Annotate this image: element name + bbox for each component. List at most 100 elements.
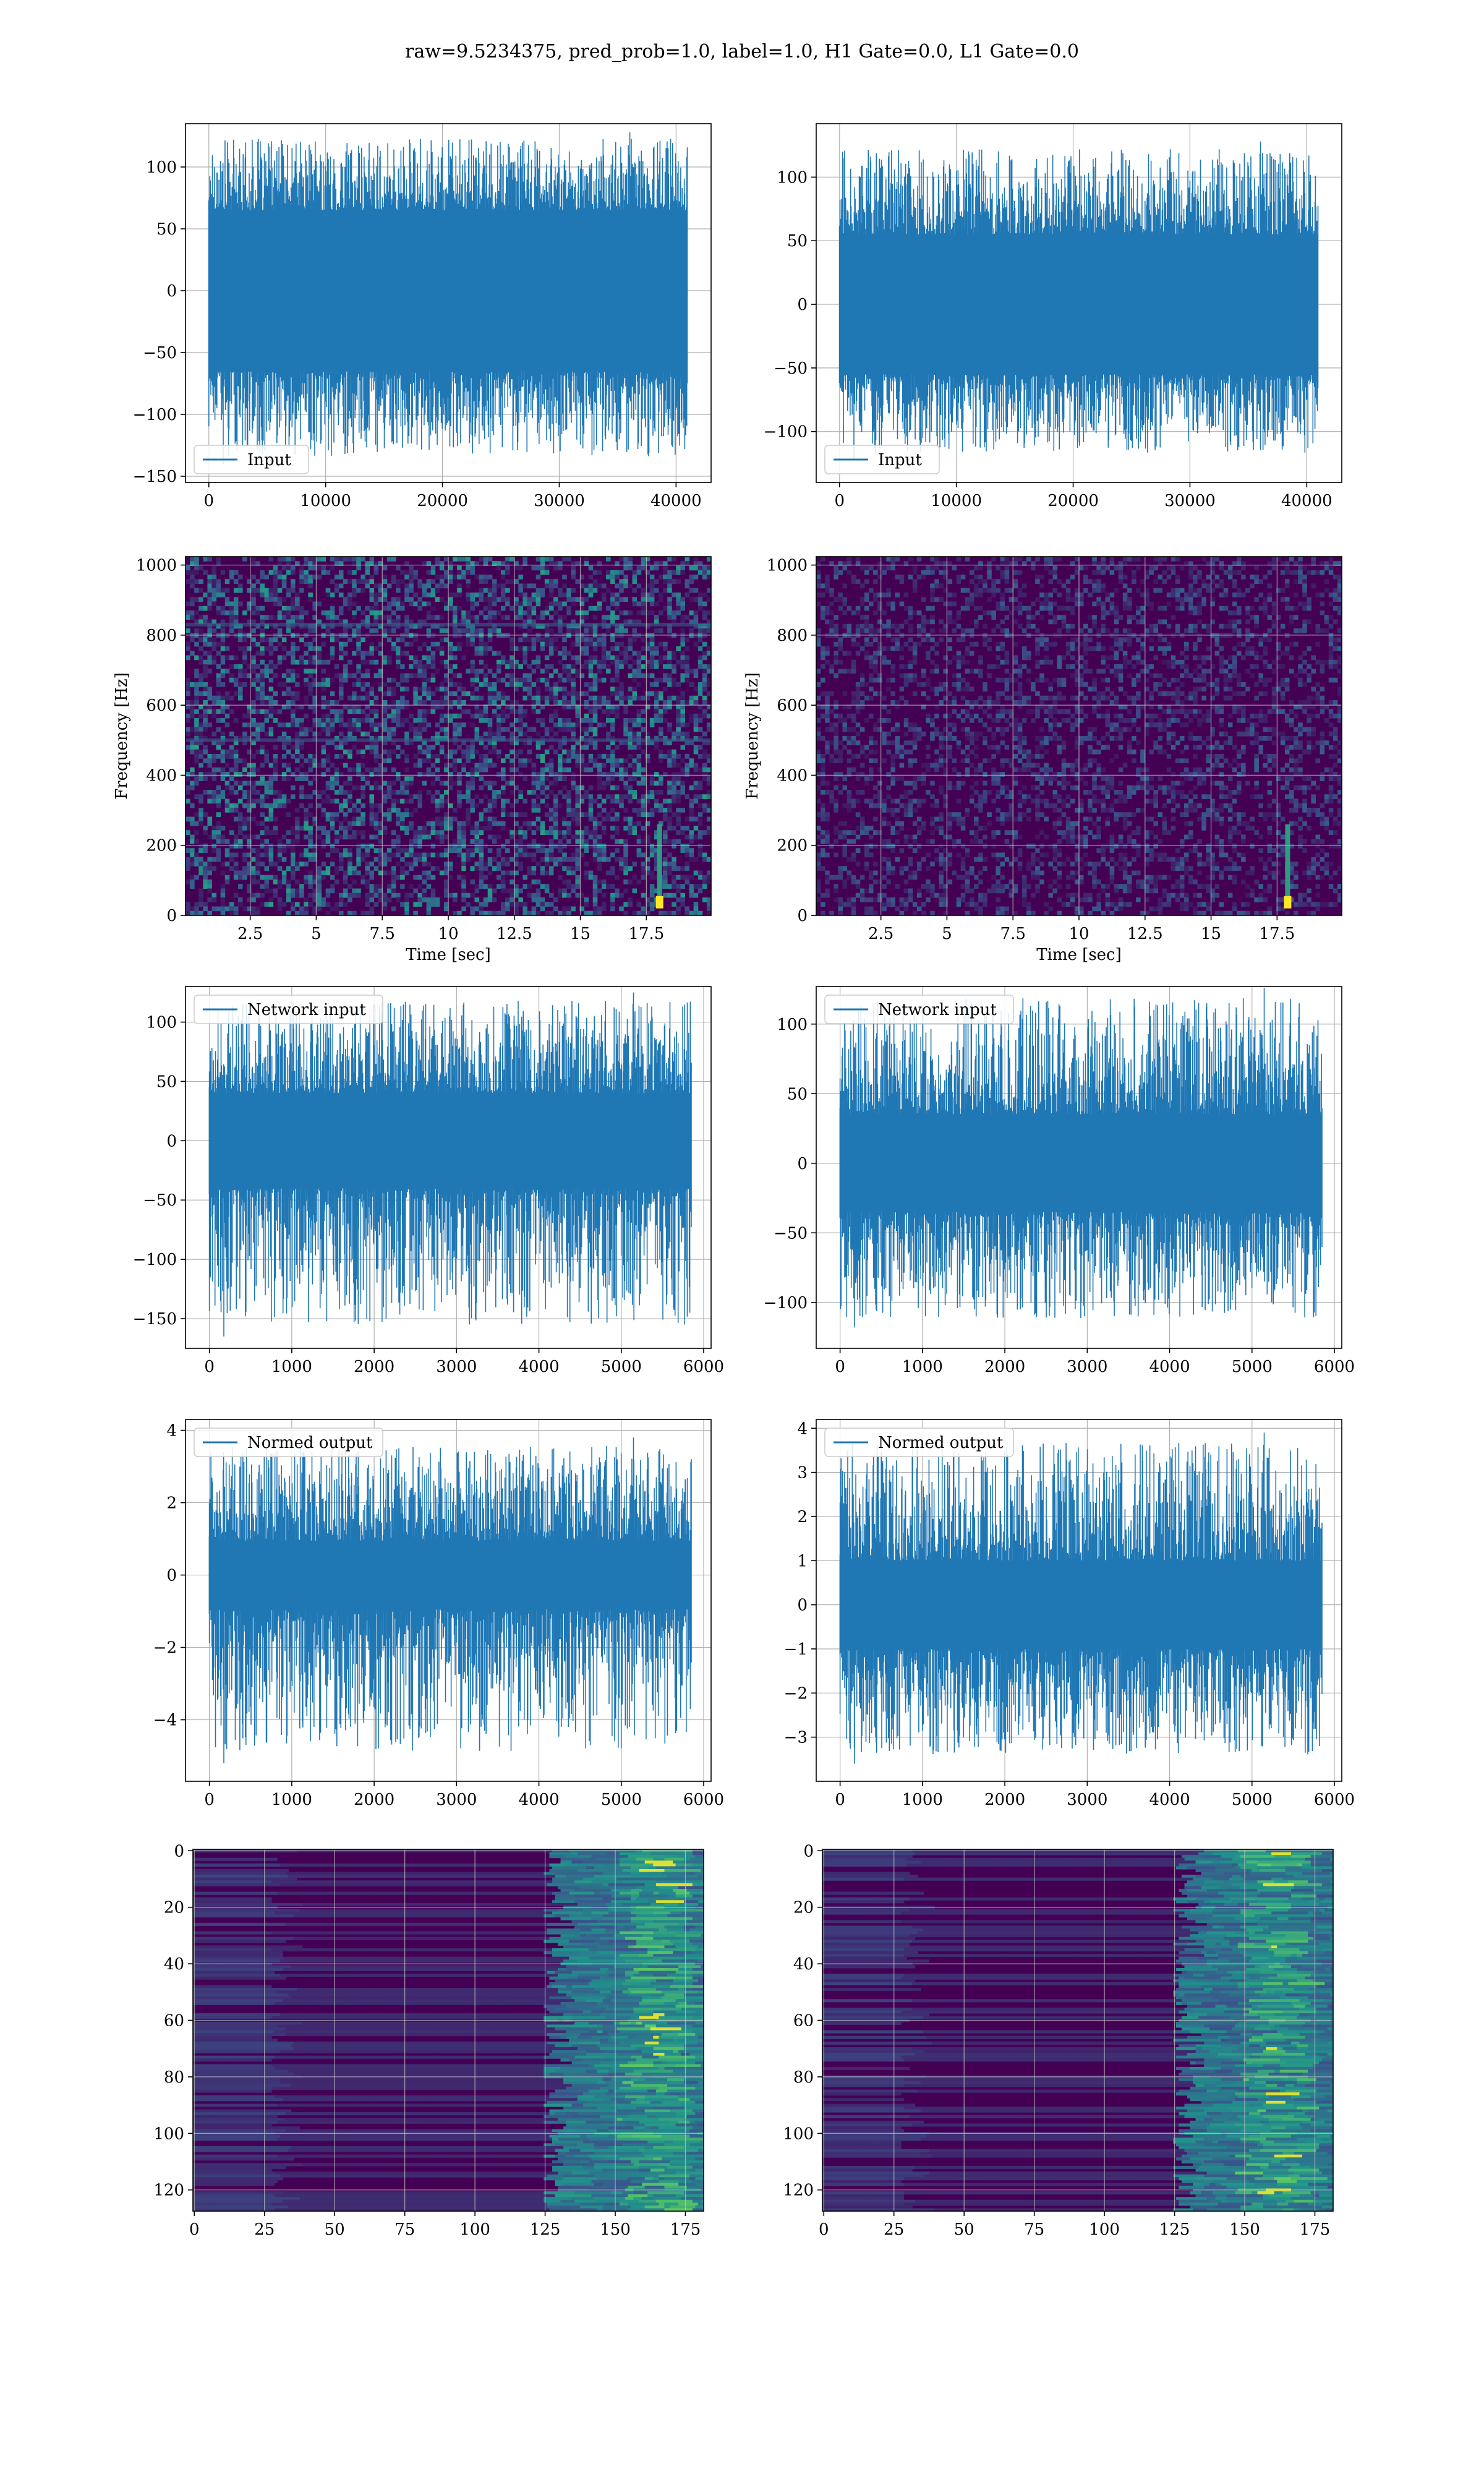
heatmap-cell bbox=[501, 826, 506, 831]
heatmap-cell bbox=[220, 718, 226, 723]
heatmap-cell bbox=[409, 565, 414, 571]
heatmap-cell bbox=[623, 646, 628, 651]
heatmap-cell bbox=[220, 646, 226, 651]
heatmap-cell bbox=[514, 664, 519, 669]
heatmap-cell bbox=[641, 673, 646, 678]
heatmap-cell bbox=[247, 821, 252, 826]
heatmap-cell bbox=[291, 597, 296, 602]
heatmap-cell bbox=[251, 731, 256, 737]
heatmap-cell bbox=[186, 902, 190, 907]
heatmap-cell bbox=[649, 637, 655, 643]
heatmap-cell bbox=[373, 695, 379, 701]
heatmap-cell bbox=[453, 646, 458, 651]
heatmap-cell bbox=[592, 844, 598, 849]
heatmap-cell bbox=[479, 740, 484, 745]
heatmap-cell bbox=[540, 785, 545, 790]
heatmap-cell bbox=[667, 601, 672, 607]
heatmap-cell bbox=[531, 727, 537, 732]
heatmap-cell bbox=[558, 677, 563, 683]
heatmap-cell bbox=[615, 816, 620, 822]
heatmap-cell bbox=[527, 852, 532, 858]
heatmap-cell bbox=[360, 718, 365, 723]
heatmap-cell bbox=[636, 821, 642, 826]
heatmap-cell bbox=[571, 641, 576, 647]
heatmap-cell bbox=[540, 821, 545, 826]
heatmap-cell bbox=[702, 570, 707, 575]
heatmap-cell bbox=[697, 593, 703, 597]
heatmap-cell bbox=[466, 745, 471, 750]
heatmap-cell bbox=[601, 830, 607, 835]
heatmap-cell bbox=[216, 677, 221, 683]
heatmap-cell bbox=[242, 857, 247, 862]
heatmap-cell bbox=[615, 794, 620, 799]
heatmap-cell bbox=[562, 880, 567, 884]
heatmap-cell bbox=[409, 794, 414, 799]
heatmap-cell bbox=[649, 575, 655, 580]
heatmap-cell bbox=[317, 888, 322, 894]
heatmap-cell bbox=[610, 902, 615, 907]
heatmap-cell bbox=[645, 897, 650, 902]
heatmap-cell bbox=[325, 740, 331, 745]
heatmap-cell bbox=[291, 852, 296, 858]
heatmap-cell bbox=[680, 628, 685, 633]
heatmap-cell bbox=[510, 646, 514, 651]
heatmap-cell bbox=[299, 754, 304, 759]
heatmap-cell bbox=[667, 606, 672, 611]
heatmap-cell bbox=[360, 682, 365, 687]
heatmap-cell bbox=[198, 862, 203, 867]
heatmap-cell bbox=[369, 808, 375, 813]
heatmap-cell bbox=[496, 754, 501, 759]
heatmap-cell bbox=[474, 704, 480, 709]
heatmap-cell bbox=[409, 826, 414, 831]
heatmap-cell bbox=[667, 579, 672, 584]
heatmap-cell bbox=[575, 812, 580, 817]
heatmap-cell bbox=[575, 803, 580, 808]
heatmap-cell bbox=[649, 641, 655, 647]
heatmap-cell bbox=[479, 628, 484, 633]
heatmap-cell bbox=[220, 826, 226, 831]
heatmap-cell bbox=[352, 610, 357, 615]
heatmap-cell bbox=[365, 659, 370, 665]
heatmap-cell bbox=[343, 677, 348, 683]
heatmap-cell bbox=[632, 910, 638, 915]
heatmap-cell bbox=[518, 727, 523, 732]
heatmap-cell bbox=[334, 772, 339, 777]
heatmap-cell bbox=[606, 695, 611, 701]
heatmap-cell bbox=[558, 601, 563, 607]
heatmap-cell bbox=[404, 897, 409, 902]
heatmap-cell bbox=[654, 565, 659, 571]
heatmap-cell bbox=[628, 754, 633, 759]
heatmap-cell bbox=[566, 718, 571, 723]
heatmap-cell bbox=[281, 704, 287, 709]
heatmap-cell bbox=[207, 821, 212, 826]
heatmap-cell bbox=[584, 610, 589, 615]
heatmap-cell bbox=[251, 767, 256, 773]
heatmap-cell bbox=[597, 812, 602, 817]
heatmap-cell bbox=[575, 637, 580, 643]
heatmap-cell bbox=[216, 803, 221, 808]
heatmap-cell bbox=[321, 870, 326, 876]
heatmap-cell bbox=[697, 659, 703, 665]
heatmap-cell bbox=[291, 606, 296, 611]
heatmap-cell bbox=[251, 816, 256, 822]
heatmap-cell bbox=[312, 892, 317, 898]
heatmap-cell bbox=[251, 700, 256, 705]
heatmap-cell bbox=[597, 722, 602, 727]
heatmap-cell bbox=[553, 565, 558, 571]
heatmap-cell bbox=[321, 808, 326, 813]
heatmap-cell bbox=[207, 619, 212, 625]
heatmap-cell bbox=[649, 884, 655, 889]
heatmap-cell bbox=[588, 740, 594, 745]
heatmap-cell bbox=[649, 892, 655, 898]
heatmap-cell bbox=[615, 593, 620, 597]
heatmap-cell bbox=[540, 857, 545, 862]
heatmap-cell bbox=[233, 892, 239, 898]
heatmap-cell bbox=[186, 682, 190, 687]
heatmap-cell bbox=[483, 884, 488, 889]
heatmap-cell bbox=[487, 682, 493, 687]
heatmap-cell bbox=[649, 655, 655, 661]
heatmap-cell bbox=[628, 745, 633, 750]
heatmap-cell bbox=[369, 798, 375, 804]
heatmap-cell bbox=[558, 772, 563, 777]
